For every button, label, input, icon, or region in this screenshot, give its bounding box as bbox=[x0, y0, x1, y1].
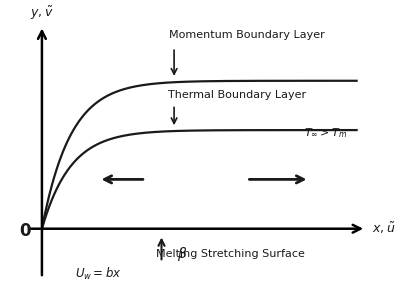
Text: Melting Stretching Surface: Melting Stretching Surface bbox=[156, 249, 305, 259]
Text: $\beta$: $\beta$ bbox=[177, 245, 188, 263]
Text: $x, \tilde{u}$: $x, \tilde{u}$ bbox=[372, 221, 396, 237]
Text: $T_{\infty} > T_m$: $T_{\infty} > T_m$ bbox=[304, 126, 347, 140]
Text: Momentum Boundary Layer: Momentum Boundary Layer bbox=[168, 30, 324, 40]
Text: 0: 0 bbox=[19, 222, 30, 240]
Text: Thermal Boundary Layer: Thermal Boundary Layer bbox=[168, 90, 306, 99]
Text: $y, \tilde{v}$: $y, \tilde{v}$ bbox=[30, 4, 54, 22]
Text: $U_w = bx$: $U_w = bx$ bbox=[75, 266, 122, 282]
